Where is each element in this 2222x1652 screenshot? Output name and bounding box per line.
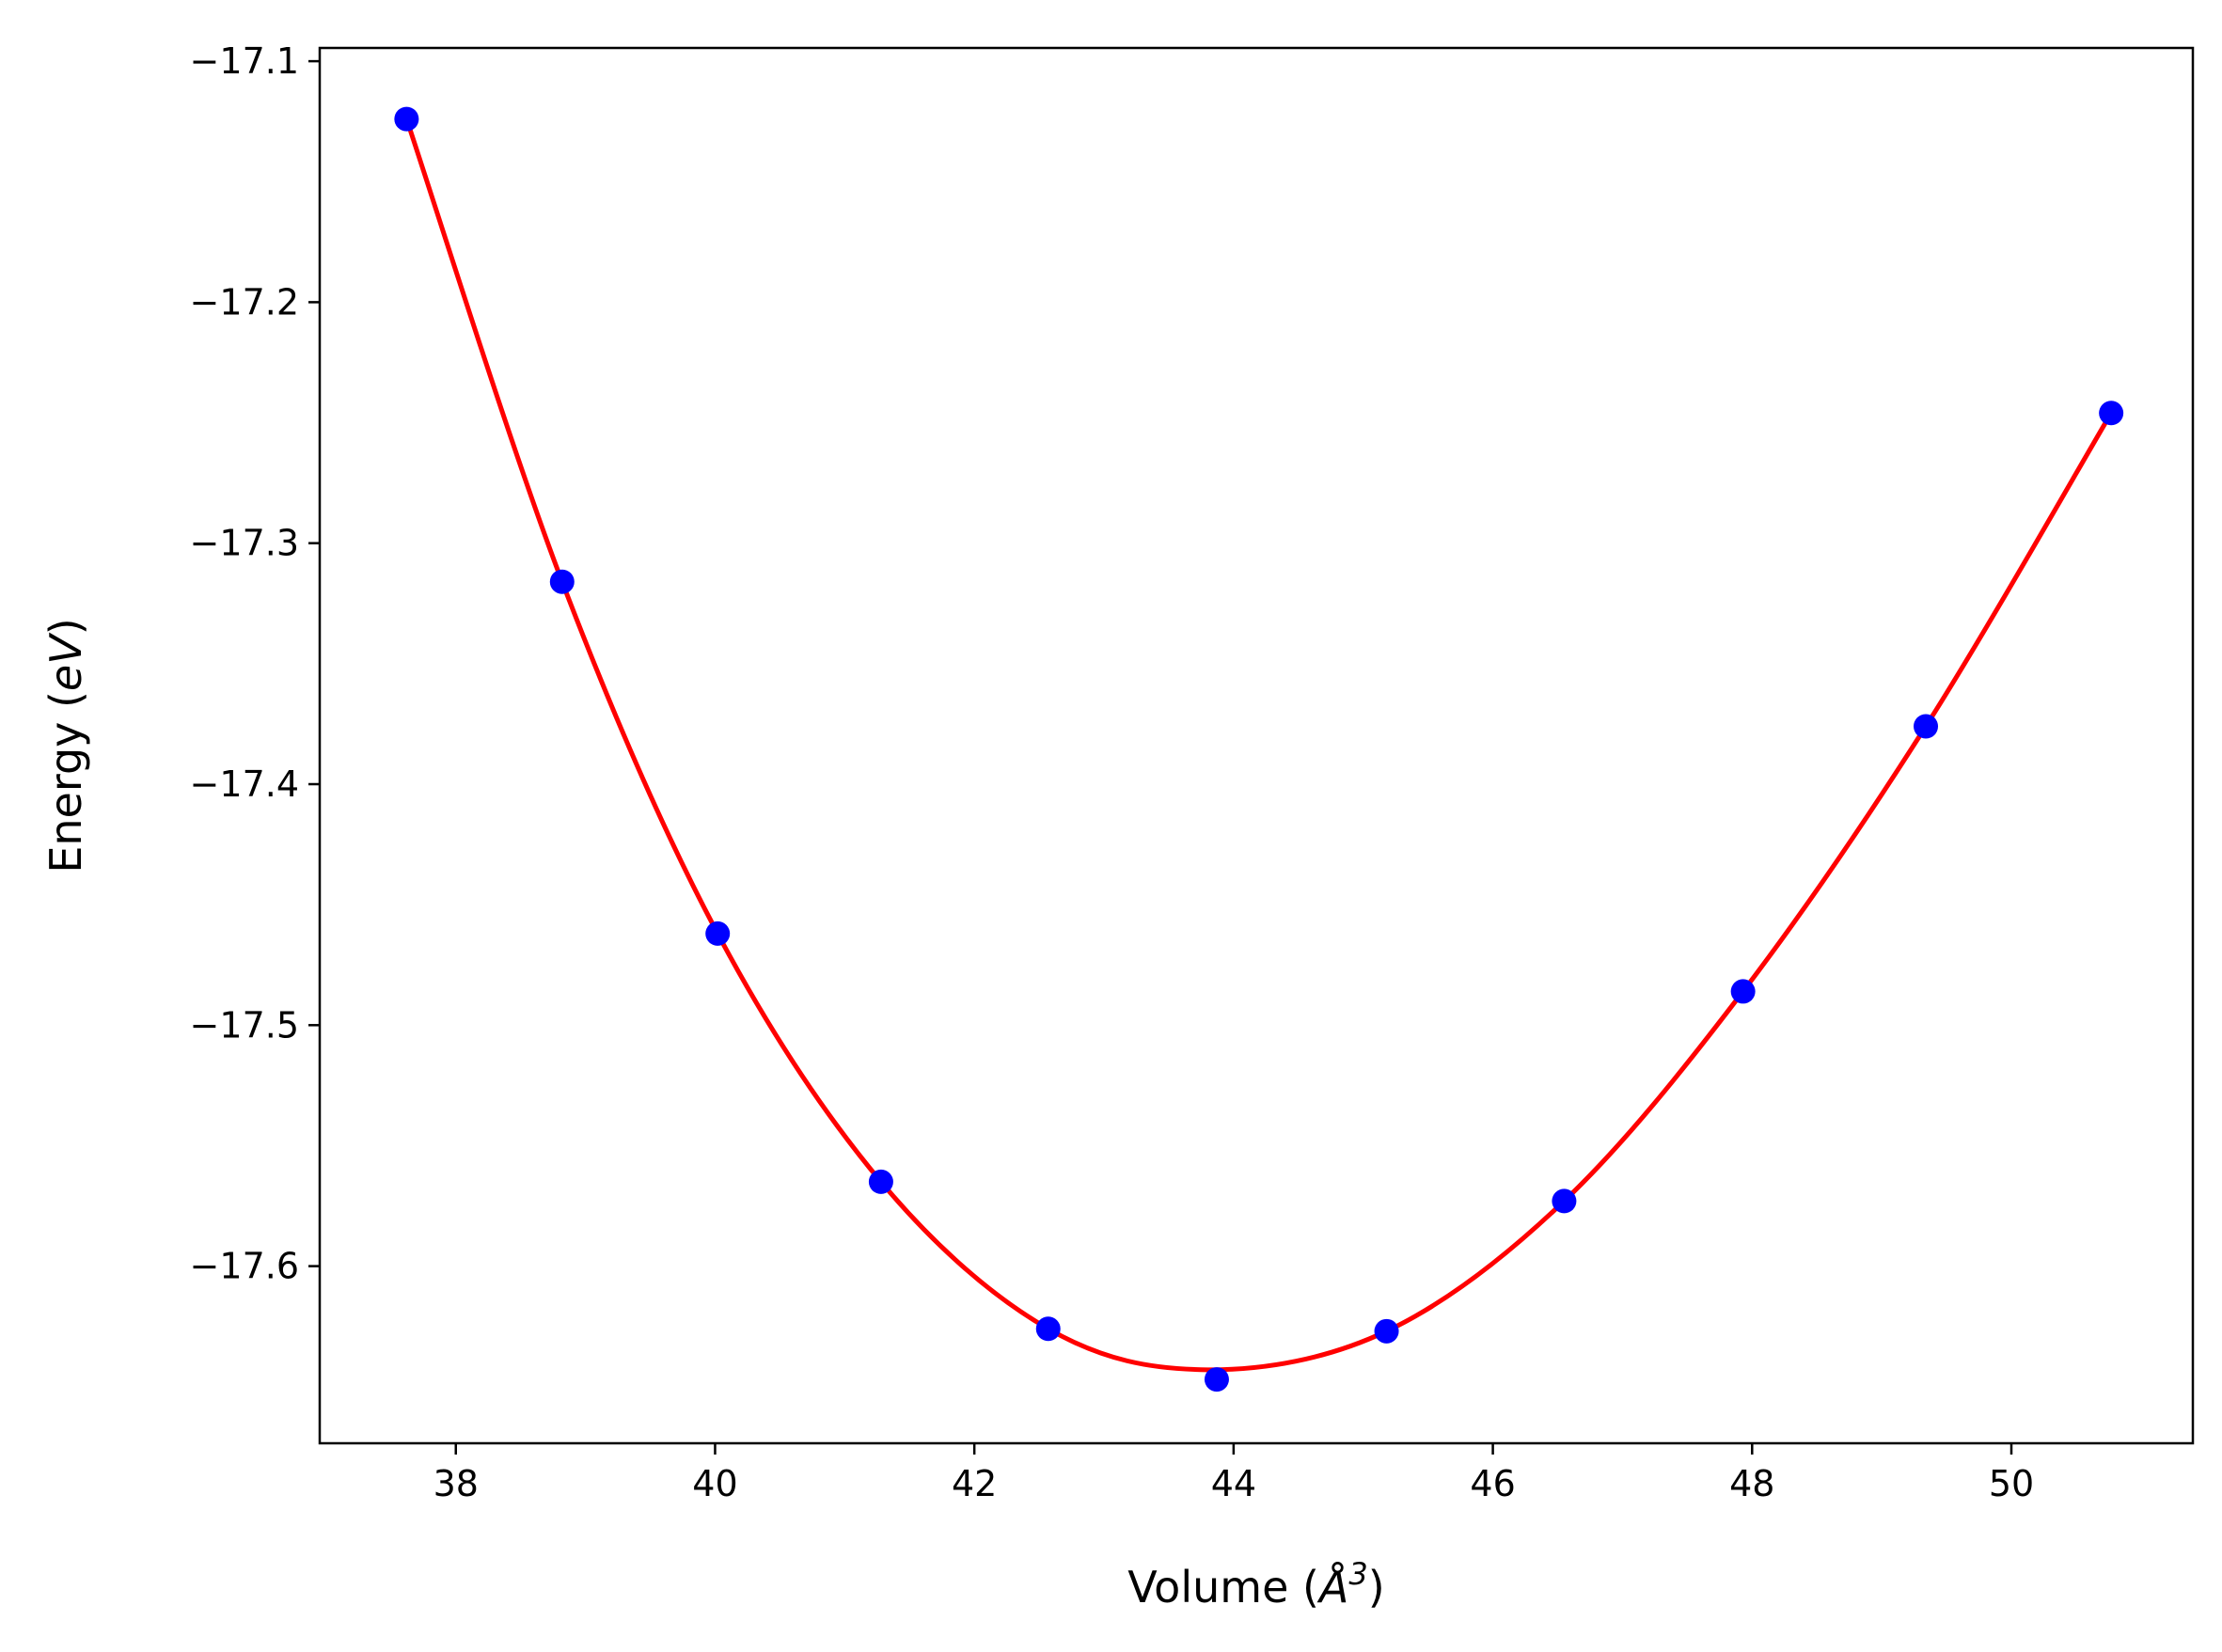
data-point	[1552, 1188, 1577, 1214]
data-point	[705, 920, 731, 946]
y-tick-label: −17.2	[190, 281, 299, 323]
x-tick-label: 40	[692, 1463, 737, 1504]
y-tick-label: −17.4	[190, 763, 299, 805]
data-point	[549, 569, 575, 594]
plot-frame	[318, 46, 2195, 1445]
x-tick-label: 38	[433, 1463, 479, 1504]
x-axis-ticks: 38 40 42 44 46 48 50	[433, 1443, 2034, 1504]
y-tick-label: −17.5	[190, 1004, 299, 1046]
y-axis-label: Energy (eV)	[40, 618, 91, 873]
y-tick-label: −17.3	[190, 523, 299, 564]
data-point	[2099, 401, 2124, 426]
y-axis-ticks: −17.1 −17.2 −17.3 −17.4 −17.5 −17.6	[190, 40, 320, 1287]
fit-curve-layer	[403, 118, 2114, 1373]
data-point	[868, 1169, 893, 1194]
y-tick-label: −17.1	[190, 40, 299, 82]
data-point	[1204, 1367, 1229, 1392]
x-tick-label: 44	[1211, 1463, 1256, 1504]
data-point	[1730, 979, 1756, 1004]
x-axis-label: Volume (Å3)	[1127, 1556, 1384, 1613]
y-tick-label: −17.6	[190, 1246, 299, 1287]
x-tick-label: 48	[1729, 1463, 1774, 1504]
x-tick-label: 42	[952, 1463, 997, 1504]
x-tick-label: 50	[1989, 1463, 2034, 1504]
fit-curve-line	[403, 118, 2114, 1373]
data-points-layer	[394, 106, 2124, 1392]
data-point	[1374, 1318, 1399, 1344]
x-tick-label: 46	[1470, 1463, 1515, 1504]
data-point	[1035, 1316, 1061, 1342]
data-point	[1914, 714, 1939, 739]
data-point	[394, 106, 419, 132]
